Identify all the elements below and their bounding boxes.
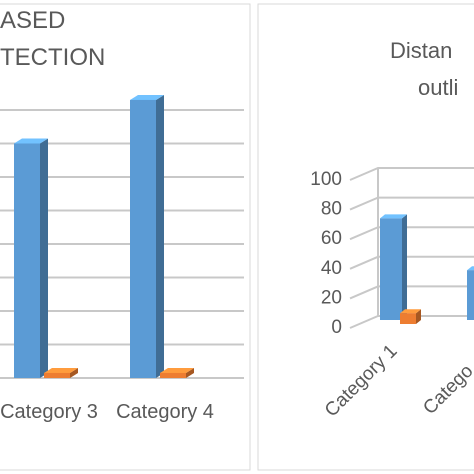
right-title-line: outli bbox=[418, 75, 459, 100]
bar-side bbox=[416, 309, 421, 324]
bar-top bbox=[380, 214, 407, 219]
bar bbox=[467, 266, 474, 320]
left-title-line: TECTION bbox=[0, 44, 106, 71]
y-tick-label: 40 bbox=[321, 258, 342, 279]
bar-front bbox=[160, 372, 186, 378]
bar-front bbox=[130, 99, 156, 378]
bar-top bbox=[130, 94, 164, 100]
bar bbox=[44, 367, 78, 378]
bar-front bbox=[44, 372, 70, 378]
bar-top bbox=[44, 367, 78, 373]
y-tick-label: 100 bbox=[310, 169, 342, 190]
x-tick-label: Category 3 bbox=[0, 401, 98, 423]
bar-front bbox=[14, 143, 40, 378]
bar-top bbox=[467, 266, 474, 271]
bar-side bbox=[40, 138, 48, 378]
bar bbox=[380, 214, 407, 320]
bar bbox=[400, 309, 421, 324]
bar-top bbox=[160, 367, 194, 373]
right-panel bbox=[257, 3, 474, 471]
bar-side bbox=[156, 94, 164, 378]
bar-side bbox=[186, 367, 194, 378]
bar-front bbox=[467, 270, 474, 320]
bar-top bbox=[14, 138, 48, 144]
left-title-line: ASED bbox=[0, 7, 66, 34]
bar bbox=[160, 367, 194, 378]
right-title-line: Distan bbox=[390, 38, 453, 63]
bar-front bbox=[400, 313, 416, 324]
y-tick-label: 0 bbox=[331, 317, 342, 338]
bar bbox=[130, 94, 164, 378]
bar-side bbox=[402, 214, 407, 320]
bar-front bbox=[380, 218, 402, 320]
y-tick-label: 80 bbox=[321, 199, 342, 220]
y-tick-label: 20 bbox=[321, 287, 342, 308]
bar-side bbox=[70, 367, 78, 378]
bar-top bbox=[400, 309, 421, 314]
bar bbox=[14, 138, 48, 378]
y-tick-label: 60 bbox=[321, 228, 342, 249]
x-tick-label: Category 4 bbox=[116, 401, 214, 423]
